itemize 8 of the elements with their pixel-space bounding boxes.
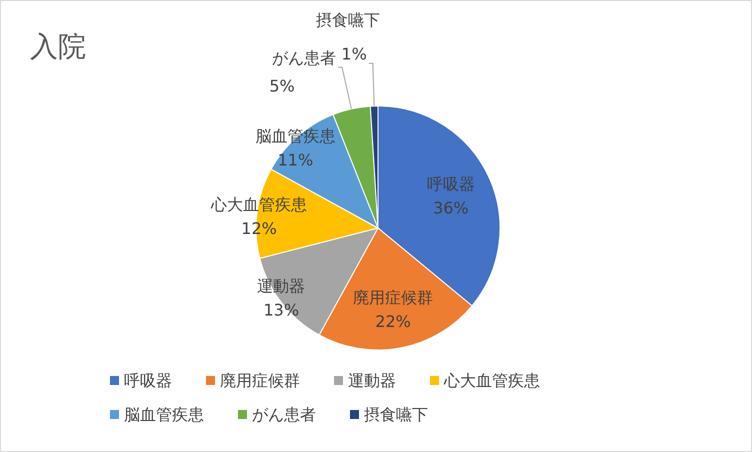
legend-label: 廃用症候群 — [220, 371, 300, 390]
legend-label: 呼吸器 — [124, 371, 172, 390]
legend-label: がん患者 — [252, 405, 316, 424]
legend-label: 摂食嚥下 — [364, 405, 428, 424]
legend-label: 脳血管疾患 — [124, 405, 204, 424]
title: 入院 — [30, 30, 86, 63]
legend-label: 運動器 — [348, 371, 396, 390]
legend-label: 心大血管疾患 — [444, 371, 540, 390]
